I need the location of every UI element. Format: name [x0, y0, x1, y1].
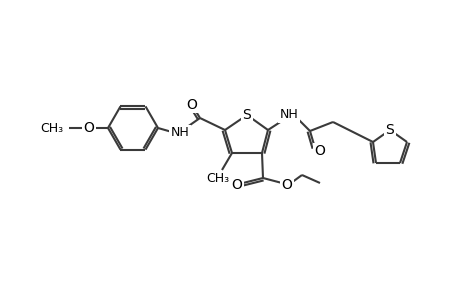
Text: NH: NH [170, 127, 189, 140]
Text: O: O [231, 178, 242, 192]
Text: S: S [242, 108, 251, 122]
Text: O: O [186, 98, 197, 112]
Text: O: O [84, 121, 94, 135]
Text: O: O [314, 144, 325, 158]
Text: CH₃: CH₃ [40, 122, 63, 134]
Text: S: S [385, 123, 393, 137]
Text: O: O [281, 178, 292, 192]
Text: NH: NH [279, 109, 298, 122]
Text: CH₃: CH₃ [206, 172, 229, 185]
